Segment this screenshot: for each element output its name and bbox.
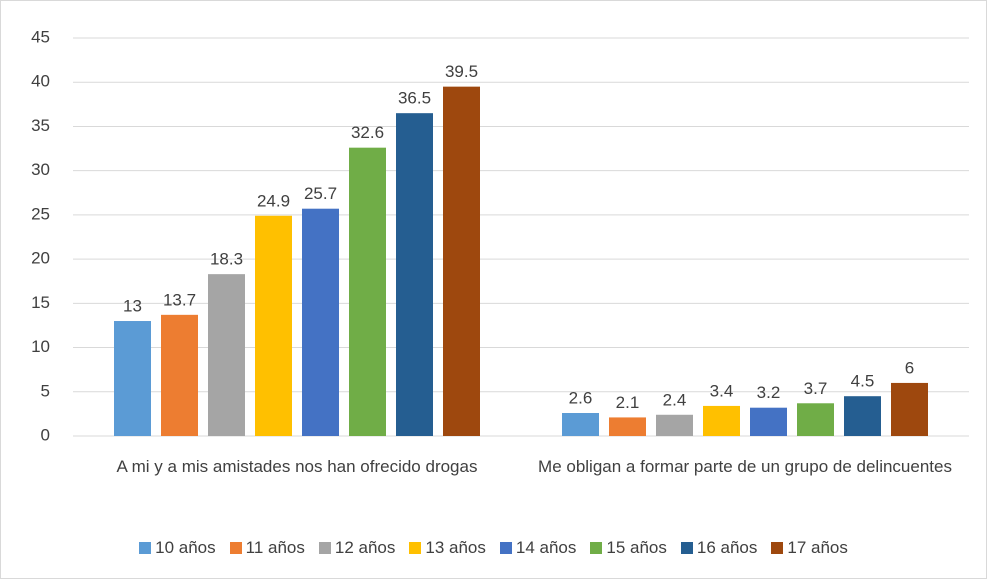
legend-swatch: [409, 542, 422, 554]
data-label: 3.2: [757, 383, 781, 402]
bar: [114, 321, 151, 436]
bar: [208, 274, 245, 436]
legend-swatch: [499, 542, 512, 554]
data-label: 4.5: [851, 372, 875, 391]
legend-swatch: [590, 542, 603, 554]
legend-item: 15 años: [590, 538, 667, 558]
legend-label: 14 años: [515, 538, 577, 557]
legend-label: 10 años: [155, 538, 216, 557]
legend-swatch: [771, 542, 784, 554]
legend: 10 años 11 años 12 años 13 años 14 años 15 añ…: [0, 538, 987, 558]
legend-label: 12 años: [334, 538, 396, 557]
legend-swatch: [229, 542, 242, 554]
legend-swatch: [680, 542, 693, 554]
legend-item: 10 años: [139, 538, 216, 558]
bar: [844, 396, 881, 436]
bar: [562, 413, 599, 436]
data-label: 25.7: [304, 184, 337, 203]
x-tick-label: A mi y a mis amistades nos han ofrecido …: [116, 457, 478, 476]
data-label: 13: [123, 297, 142, 316]
legend-label: 17 años: [787, 538, 848, 557]
y-tick-label: 40: [31, 72, 50, 91]
data-label: 3.7: [804, 379, 828, 398]
data-label: 32.6: [351, 123, 384, 142]
y-tick-label: 20: [31, 249, 50, 268]
bar: [891, 382, 928, 436]
data-label: 3.4: [710, 381, 734, 400]
y-tick-label: 15: [31, 293, 50, 312]
y-tick-label: 10: [31, 337, 50, 356]
legend-item: 12 años: [318, 538, 396, 558]
bar: [443, 86, 480, 437]
y-tick-label: 25: [31, 204, 50, 223]
legend-item: 11 años: [229, 538, 305, 558]
legend-item: 14 años: [499, 538, 577, 558]
bar: [656, 414, 693, 436]
legend-label: 13 años: [425, 538, 486, 557]
x-tick-label: Me obligan a formar parte de un grupo de…: [538, 457, 952, 476]
legend-label: 15 años: [606, 538, 667, 557]
legend-label: 11 años: [245, 538, 305, 557]
legend-label: 16 años: [696, 538, 758, 557]
y-tick-label: 35: [31, 116, 50, 135]
bar: [302, 208, 339, 436]
bar: [161, 314, 198, 436]
bar: [609, 417, 646, 436]
bar: [703, 405, 740, 436]
y-tick-label: 5: [41, 381, 50, 400]
data-label: 24.9: [257, 191, 290, 210]
legend-item: 16 años: [680, 538, 758, 558]
y-tick-label: 30: [31, 160, 50, 179]
data-label: 36.5: [398, 89, 431, 108]
data-label: 13.7: [163, 290, 196, 309]
data-label: 2.1: [616, 393, 640, 412]
legend-item: 13 años: [409, 538, 486, 558]
data-label: 2.6: [569, 388, 593, 407]
data-label: 39.5: [445, 62, 478, 81]
bar: [797, 403, 834, 436]
bar: [349, 147, 386, 436]
legend-swatch: [318, 542, 331, 554]
bar: [396, 113, 433, 436]
y-tick-label: 45: [31, 27, 50, 46]
bar: [255, 215, 292, 436]
legend-swatch: [139, 542, 152, 554]
data-label: 6: [905, 358, 914, 377]
y-tick-label: 0: [41, 425, 50, 444]
data-label: 2.4: [663, 390, 687, 409]
legend-item: 17 años: [771, 538, 848, 558]
data-label: 18.3: [210, 250, 243, 269]
bar: [750, 407, 787, 436]
